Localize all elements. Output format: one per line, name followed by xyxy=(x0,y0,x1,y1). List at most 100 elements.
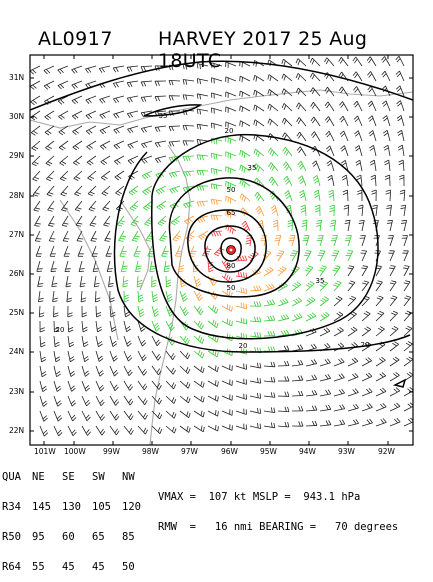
wind-barb xyxy=(348,389,358,396)
wind-barb xyxy=(37,261,43,272)
wind-barb xyxy=(311,102,320,111)
wind-barb xyxy=(138,396,147,405)
wind-barb xyxy=(152,321,160,331)
wind-barb xyxy=(292,298,302,306)
radii-header-row: QUA NE SE SW NW xyxy=(2,472,152,482)
wind-barb xyxy=(183,201,194,208)
wind-barb xyxy=(343,190,348,201)
wind-barb xyxy=(64,246,70,256)
wind-barb xyxy=(371,175,376,186)
lat-label: 29N xyxy=(9,151,24,160)
wind-barb xyxy=(68,396,76,406)
wind-barb xyxy=(264,362,275,367)
wind-barb xyxy=(236,318,247,324)
wind-barb xyxy=(389,266,395,276)
wind-barb xyxy=(68,426,76,436)
wind-barb xyxy=(208,365,218,371)
wind-barb xyxy=(166,291,173,302)
wind-barb xyxy=(46,171,54,181)
wind-barb xyxy=(268,104,278,111)
wind-barb xyxy=(292,313,302,321)
wind-barb xyxy=(137,276,142,287)
wind-barb xyxy=(278,298,288,306)
wind-barb xyxy=(397,130,404,141)
wind-barb xyxy=(328,190,334,201)
wind-barb xyxy=(90,216,96,226)
wind-barb xyxy=(100,111,110,119)
wind-barb xyxy=(250,317,261,322)
wind-barb xyxy=(250,423,261,429)
wind-barb xyxy=(166,381,176,389)
wind-barb xyxy=(211,168,222,174)
wind-barb xyxy=(208,395,218,401)
storm-center-marker xyxy=(227,246,236,255)
wind-barb xyxy=(54,306,59,317)
wind-barb xyxy=(86,111,96,119)
wind-barb xyxy=(45,141,54,150)
wind-barb xyxy=(166,426,176,433)
wind-barb xyxy=(226,137,236,144)
wind-barb xyxy=(284,176,292,186)
wind-barb xyxy=(382,101,390,111)
wind-barb xyxy=(82,396,90,406)
wind-barb xyxy=(310,73,320,81)
wind-barb xyxy=(50,246,56,256)
wind-barb xyxy=(334,296,342,306)
coastline xyxy=(30,90,413,445)
wind-barb xyxy=(324,58,334,66)
wind-barb xyxy=(62,216,68,226)
wind-barb xyxy=(54,411,62,421)
wind-barb xyxy=(236,424,246,430)
wind-barb xyxy=(304,251,311,261)
wind-barb xyxy=(386,205,391,216)
wind-barb xyxy=(155,156,166,163)
wind-barb xyxy=(183,141,194,146)
wind-barb xyxy=(226,92,236,98)
wind-barb xyxy=(222,304,232,311)
wind-barb xyxy=(96,351,103,362)
wind-barb xyxy=(334,404,345,411)
radii-row-r34: R34 145 130 105 120 xyxy=(2,502,152,512)
wind-barb xyxy=(385,175,390,186)
wind-barb xyxy=(288,220,293,231)
wind-barb xyxy=(320,405,331,411)
wind-barb xyxy=(271,205,278,216)
wind-barb xyxy=(211,63,222,69)
wind-barb xyxy=(132,231,140,241)
wind-barb xyxy=(96,396,104,406)
wind-barb xyxy=(226,167,236,174)
wind-barb xyxy=(127,66,138,72)
radii-row-r64: R64 55 45 45 50 xyxy=(2,562,152,572)
wind-barb xyxy=(183,156,194,161)
wind-barb xyxy=(388,251,394,261)
wind-barb xyxy=(183,125,194,130)
wind-barb xyxy=(311,117,320,126)
wind-barb xyxy=(376,327,385,336)
wind-barb xyxy=(269,177,278,186)
wind-barb xyxy=(158,216,166,226)
wind-barb xyxy=(197,201,208,206)
wind-barb xyxy=(310,88,320,96)
wind-barb xyxy=(30,81,40,90)
wind-barb xyxy=(197,186,208,191)
wind-barb xyxy=(155,126,166,132)
wind-barb xyxy=(305,266,313,276)
wind-barb xyxy=(278,266,286,276)
stats-rmw-bearing: RMW = 16 nmi BEARING = 70 degrees xyxy=(158,522,398,532)
wind-barb xyxy=(290,251,298,261)
wind-barb xyxy=(74,171,82,181)
wind-barb xyxy=(211,108,222,114)
wind-barb xyxy=(222,394,232,400)
lon-label: 96W xyxy=(221,447,238,456)
wind-barb xyxy=(299,190,306,201)
wind-barb xyxy=(353,72,362,81)
wind-barb xyxy=(152,291,158,302)
wind-barb xyxy=(32,156,40,166)
wind-barb xyxy=(296,73,306,81)
wind-barb xyxy=(194,306,203,315)
wind-barb xyxy=(214,246,224,256)
wind-barb xyxy=(222,319,232,326)
wind-barb xyxy=(240,91,250,97)
wind-barb xyxy=(124,381,133,390)
wind-barb xyxy=(85,66,96,73)
